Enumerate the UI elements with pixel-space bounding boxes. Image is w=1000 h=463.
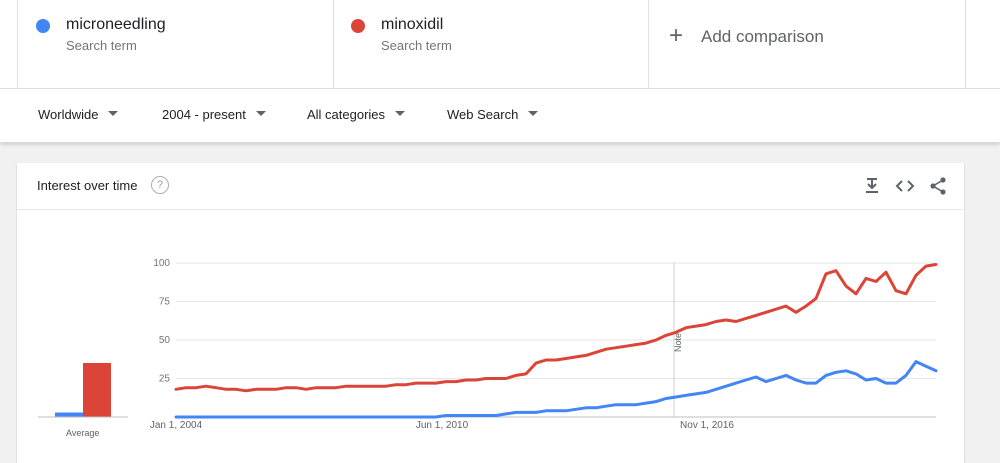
category-dropdown[interactable]: All categories — [307, 107, 406, 122]
x-tick-label: Nov 1, 2016 — [680, 420, 734, 431]
card-title: Interest over time — [37, 178, 138, 193]
download-icon[interactable] — [861, 175, 883, 197]
search-property-dropdown[interactable]: Web Search — [447, 107, 539, 122]
note-label: Note — [673, 333, 683, 352]
interest-chart: Note 100 75 50 25 Jan 1, 2004 Jun 1, 2010 Nov… — [38, 258, 938, 431]
term-card-microneedling[interactable]: microneedling Search term — [17, 0, 334, 88]
card-header: Interest over time ? — [17, 163, 964, 210]
search-terms-bar: microneedling Search term minoxidil Sear… — [0, 0, 1000, 88]
y-tick-label: 25 — [159, 374, 171, 385]
search-property-label: Web Search — [447, 107, 519, 122]
filters-bar: Worldwide 2004 - present All categories … — [0, 88, 1000, 143]
term-name[interactable]: minoxidil — [381, 16, 444, 33]
interest-over-time-card: Interest over time ? — [17, 163, 964, 463]
y-tick-label: 75 — [159, 297, 171, 308]
term-color-dot — [36, 19, 50, 33]
series-line-microneedling — [174, 360, 938, 419]
x-tick-label: Jun 1, 2010 — [416, 420, 469, 431]
region-dropdown[interactable]: Worldwide — [38, 107, 119, 122]
average-label: Average — [66, 428, 100, 438]
plus-icon: + — [669, 22, 684, 49]
time-range-dropdown[interactable]: 2004 - present — [162, 107, 266, 122]
caret-down-icon — [395, 111, 406, 117]
y-tick-label: 100 — [153, 258, 170, 269]
time-range-label: 2004 - present — [162, 107, 246, 122]
region-label: Worldwide — [38, 107, 99, 122]
help-icon[interactable]: ? — [151, 176, 169, 194]
term-color-dot — [351, 19, 365, 33]
average-bar-minoxidil — [83, 363, 111, 417]
term-card-minoxidil[interactable]: minoxidil Search term — [333, 0, 649, 88]
caret-down-icon — [255, 111, 266, 117]
term-type-label: Search term — [381, 38, 452, 53]
category-label: All categories — [307, 107, 386, 122]
add-comparison-button[interactable]: + Add comparison — [648, 0, 966, 88]
x-tick-label: Jan 1, 2004 — [150, 420, 203, 431]
caret-down-icon — [108, 111, 119, 117]
embed-icon[interactable] — [894, 175, 916, 197]
term-name[interactable]: microneedling — [66, 16, 166, 33]
caret-down-icon — [528, 111, 539, 117]
term-type-label: Search term — [66, 38, 137, 53]
share-icon[interactable] — [927, 175, 949, 197]
add-comparison-label: Add comparison — [701, 27, 824, 46]
average-bar-microneedling — [55, 412, 83, 417]
y-tick-label: 50 — [159, 335, 171, 346]
series-line-minoxidil — [174, 263, 938, 393]
